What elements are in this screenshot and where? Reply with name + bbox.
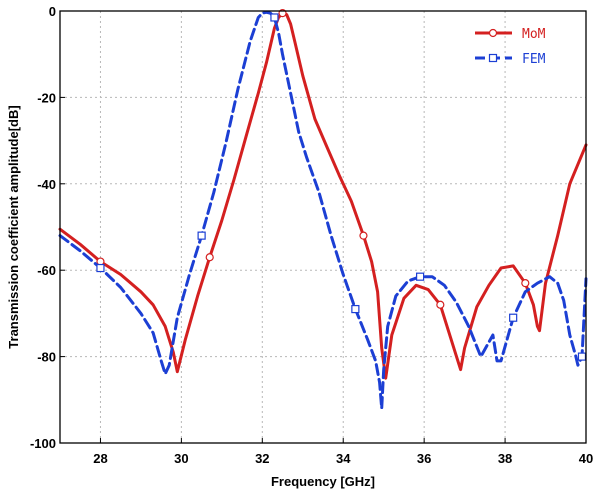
y-tick-label: -60: [37, 263, 56, 278]
x-tick-label: 40: [579, 451, 593, 466]
legend-item-fem: FEM: [475, 52, 546, 67]
x-tick-label: 30: [174, 451, 188, 466]
x-axis-label: Frequency [GHz]: [271, 474, 375, 489]
series-marker-fem: [96, 263, 105, 273]
series-marker-fem: [416, 272, 425, 281]
y-tick-label: 0: [49, 4, 56, 19]
series-line-mom: [58, 11, 588, 380]
y-tick-label: -80: [37, 350, 56, 365]
x-tick-label: 32: [255, 451, 269, 466]
series-marker-mom: [521, 279, 530, 288]
y-tick-label: -20: [37, 90, 56, 105]
x-tick-label: 38: [498, 451, 512, 466]
plot-frame: [59, 10, 587, 444]
legend-item-mom: MoM: [475, 27, 546, 42]
legend-label-fem: FEM: [522, 52, 546, 67]
legend: MoM FEM: [475, 27, 546, 67]
legend-marker-fem: [488, 53, 498, 63]
x-tick-label: 34: [336, 451, 351, 466]
x-tick-label: 36: [417, 451, 431, 466]
series-marker-mom: [359, 231, 368, 240]
series-marker-fem: [197, 231, 206, 240]
series-marker-fem: [351, 304, 360, 314]
y-tick-label: -100: [30, 436, 56, 451]
series-marker-fem: [270, 13, 279, 22]
series-marker-fem: [577, 352, 587, 361]
legend-marker-mom: [488, 28, 498, 38]
legend-label-mom: MoM: [522, 27, 546, 42]
series-line-fem: [58, 10, 588, 410]
series-marker-fem: [509, 313, 518, 322]
y-axis-label: Transmission coefficient amplitude[dB]: [6, 105, 21, 348]
series-marker-mom: [436, 300, 445, 309]
plot-area: [58, 9, 588, 410]
ticks: 28 30 32 34 36 38 40 0 -20 -40 -60 -80 -100: [30, 4, 593, 466]
y-tick-label: -40: [37, 177, 56, 192]
series-marker-mom: [205, 253, 214, 262]
x-tick-label: 28: [93, 451, 107, 466]
